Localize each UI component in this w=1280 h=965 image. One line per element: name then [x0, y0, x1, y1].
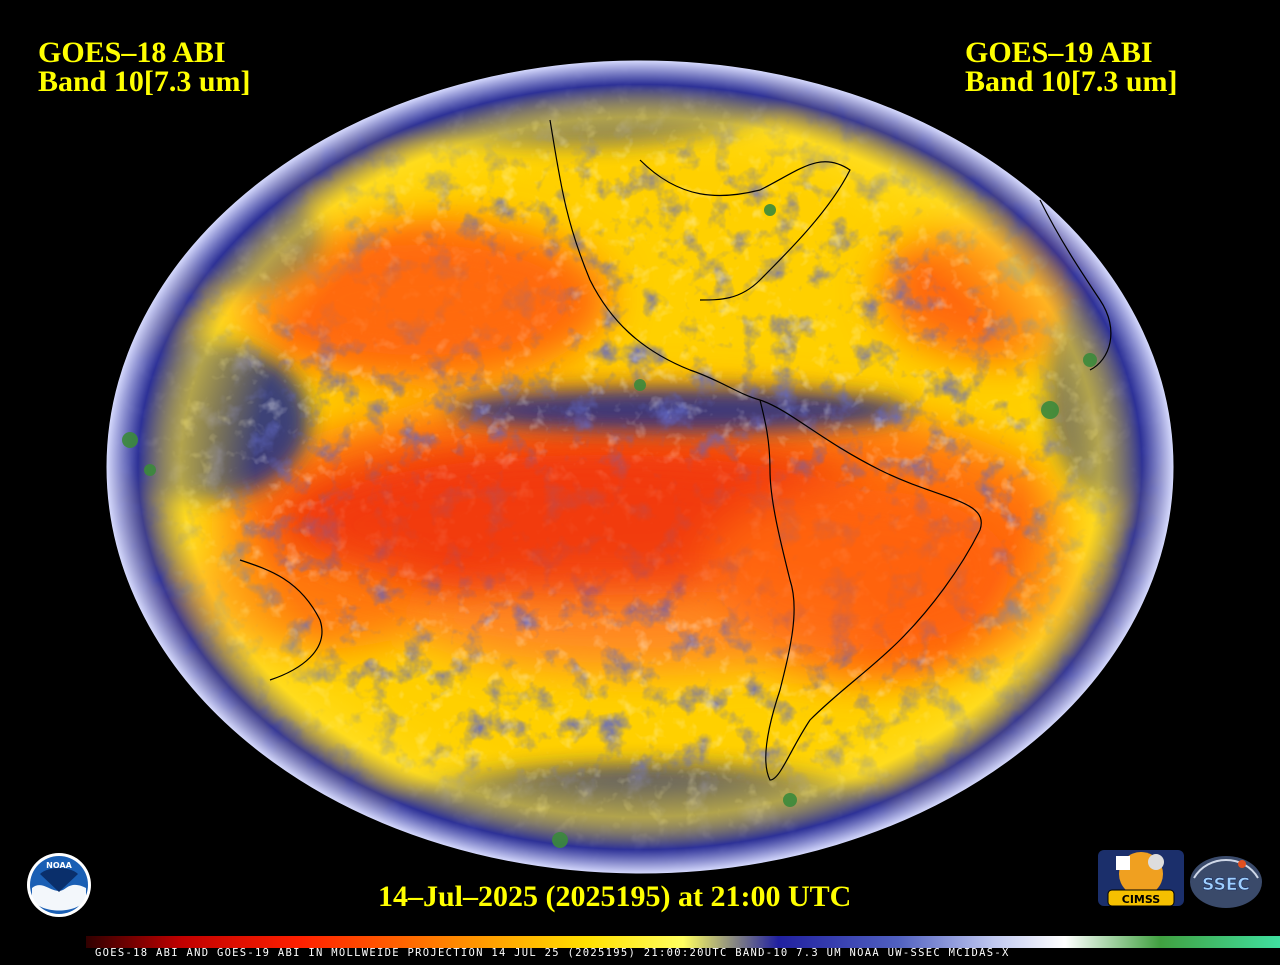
right-satellite-label: GOES–19 ABI Band 10[7.3 um] — [965, 36, 1178, 98]
left-satellite-label: GOES–18 ABI Band 10[7.3 um] — [38, 36, 251, 98]
cimss-logo-icon: CIMSS — [1098, 850, 1184, 907]
ssec-logo-icon: SSEC — [1190, 856, 1262, 908]
coastlines — [239, 119, 1112, 781]
right-band-name: Band 10[7.3 um] — [965, 65, 1178, 98]
left-band-name: Band 10[7.3 um] — [38, 65, 251, 98]
color-scale-bar — [86, 936, 1280, 948]
noaa-logo-icon: NOAA — [27, 853, 91, 917]
image-timestamp: 14–Jul–2025 (2025195) at 21:00 UTC — [378, 880, 852, 913]
svg-text:SSEC: SSEC — [1202, 875, 1250, 895]
svg-text:NOAA: NOAA — [46, 861, 72, 870]
colorbar-caption: GOES-18 ABI AND GOES-19 ABI IN MOLLWEIDE… — [95, 947, 1010, 959]
left-satellite-name: GOES–18 ABI — [38, 36, 226, 69]
svg-text:CIMSS: CIMSS — [1122, 893, 1161, 906]
right-satellite-name: GOES–19 ABI — [965, 36, 1153, 69]
